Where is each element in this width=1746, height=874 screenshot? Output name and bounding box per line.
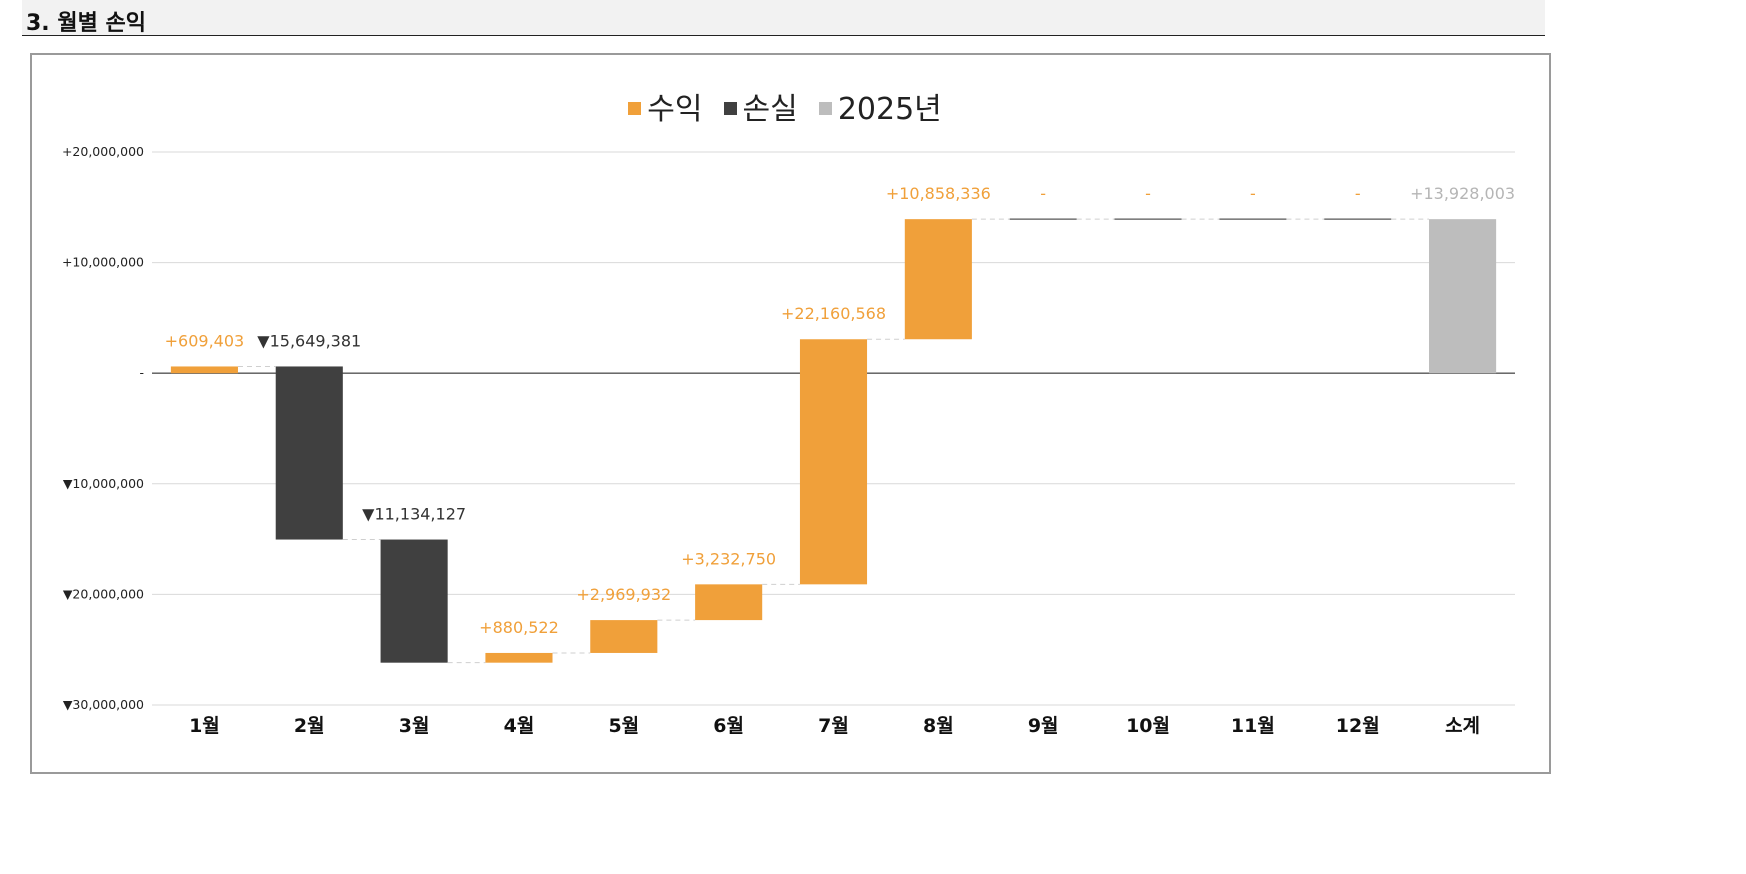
x-tick-label: 1월 <box>189 715 220 737</box>
legend-label-profit: 수익 <box>647 92 703 127</box>
bar-profit <box>695 584 763 621</box>
data-label: - <box>1355 184 1361 203</box>
y-tick-label: ▼10,000,000 <box>63 476 144 491</box>
legend-swatch-profit <box>628 102 642 115</box>
data-label: +880,522 <box>479 618 559 637</box>
x-tick-label: 3월 <box>399 715 430 737</box>
section-header: 3. 월별 손익 <box>22 0 1545 36</box>
bar-loss <box>380 539 448 663</box>
data-label: ▼15,649,381 <box>257 331 361 350</box>
x-tick-label: 12월 <box>1336 715 1380 737</box>
y-tick-label: +10,000,000 <box>62 255 144 270</box>
bar-loss <box>275 366 343 540</box>
bar-profit <box>485 652 553 663</box>
legend-label-total: 2025년 <box>837 92 942 127</box>
data-label: +10,858,336 <box>886 184 991 203</box>
data-label: +13,928,003 <box>1410 184 1515 203</box>
data-label: +3,232,750 <box>681 549 776 568</box>
data-label: +609,403 <box>165 331 245 350</box>
chart-legend: 수익 손실 2025년 <box>0 84 1570 128</box>
data-label: +2,969,932 <box>576 585 671 604</box>
bar-profit <box>590 620 658 653</box>
bar-total <box>1429 219 1497 374</box>
legend-item-loss: 손실 <box>723 84 798 128</box>
x-tick-label: 2월 <box>294 715 325 737</box>
bar-profit <box>170 366 238 374</box>
x-tick-label: 소계 <box>1445 715 1480 737</box>
x-tick-label: 10월 <box>1126 715 1170 737</box>
x-tick-label: 5월 <box>608 715 639 737</box>
section-title: 3. 월별 손익 <box>26 11 146 36</box>
x-tick-label: 6월 <box>713 715 744 737</box>
x-tick-label: 7월 <box>818 715 849 737</box>
bar-profit <box>904 219 972 340</box>
data-label: ▼11,134,127 <box>362 505 466 524</box>
y-tick-label: +20,000,000 <box>62 144 144 159</box>
x-tick-label: 4월 <box>504 715 535 737</box>
data-label: - <box>1040 184 1046 203</box>
legend-label-loss: 손실 <box>742 92 798 127</box>
bar-profit <box>799 339 868 585</box>
y-tick-label: - <box>139 365 144 380</box>
y-tick-label: ▼20,000,000 <box>63 586 144 601</box>
legend-item-total: 2025년 <box>818 84 942 128</box>
legend-swatch-total <box>818 102 832 115</box>
legend-item-profit: 수익 <box>628 84 702 128</box>
data-label: +22,160,568 <box>781 304 886 323</box>
legend-swatch-loss <box>723 102 737 115</box>
x-tick-label: 9월 <box>1028 715 1059 737</box>
x-tick-label: 11월 <box>1231 715 1275 737</box>
data-label: - <box>1145 184 1151 203</box>
data-label: - <box>1250 184 1256 203</box>
x-tick-label: 8월 <box>923 715 954 737</box>
y-tick-label: ▼30,000,000 <box>63 697 144 712</box>
